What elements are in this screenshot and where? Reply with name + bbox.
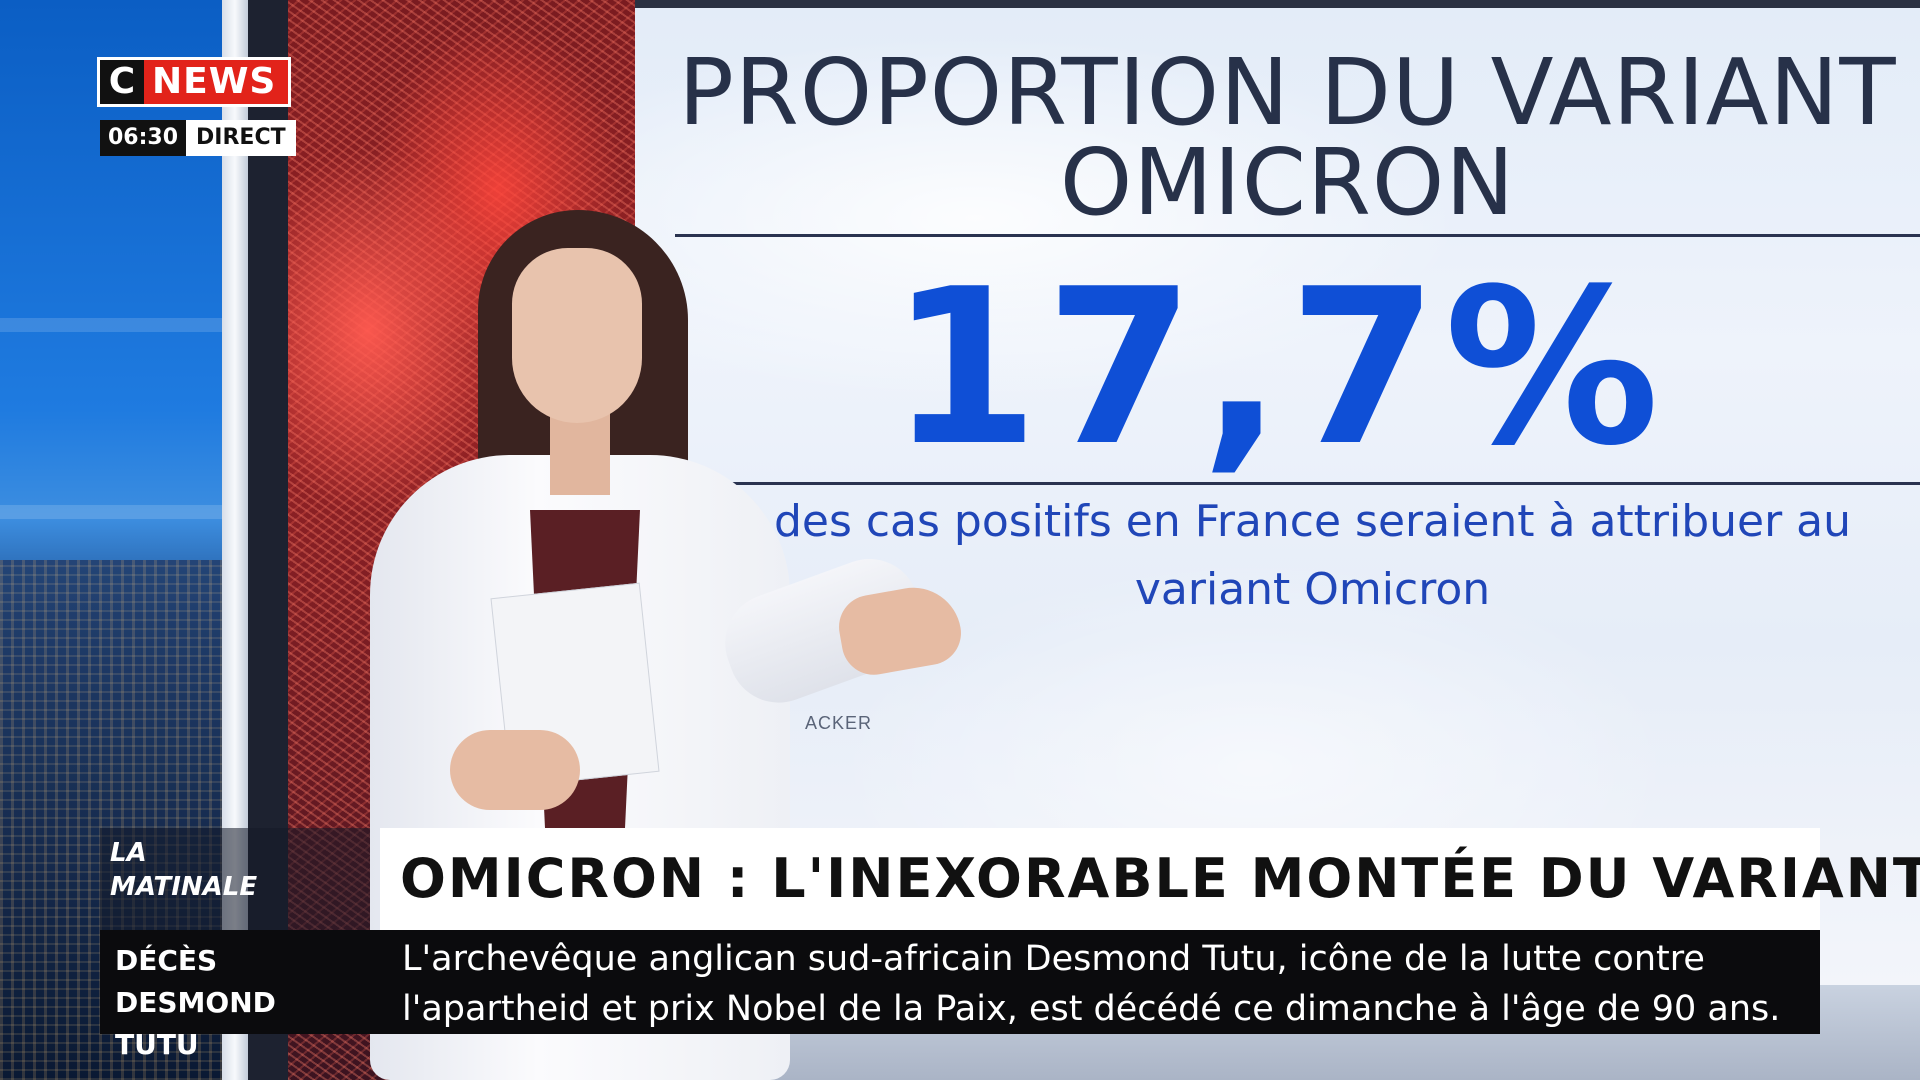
ticker-line1: L'archevêque anglican sud-africain Desmo…: [402, 939, 1705, 979]
ticker-label-line1: DÉCÈS DESMOND: [115, 944, 276, 1019]
infographic-screen: PROPORTION DU VARIANT OMICRON 17,7% des …: [635, 0, 1920, 985]
presenter: [330, 210, 990, 1080]
ticker-line2: l'apartheid et prix Nobel de la Paix, es…: [402, 989, 1781, 1029]
show-name-line2: MATINALE: [110, 872, 258, 902]
presenter-face: [512, 248, 642, 423]
infographic-divider: [675, 234, 1920, 237]
infographic-divider: [675, 482, 1920, 485]
ticker-label-line2: TUTU: [115, 1028, 199, 1061]
headline-bar: [380, 828, 1820, 930]
broadcast-clock: 06:30 DIRECT: [100, 120, 296, 156]
logo-c: C: [100, 60, 144, 104]
description-line2: variant Omicron: [1134, 564, 1491, 615]
logo-news: NEWS: [144, 60, 289, 104]
infographic-title: PROPORTION DU VARIANT OMICRON: [655, 39, 1920, 236]
clock-time: 06:30: [100, 120, 187, 156]
ticker-label: DÉCÈS DESMOND TUTU: [115, 940, 385, 1066]
show-name-line1: LA: [110, 838, 147, 868]
wall-strip: [0, 318, 222, 332]
presenter-hand: [450, 730, 580, 810]
channel-logo: C NEWS: [100, 60, 289, 104]
source-credit: ACKER: [805, 713, 873, 733]
show-name: LA MATINALE: [110, 836, 257, 904]
headline-text: OMICRON : L'INEXORABLE MONTÉE DU VARIANT: [400, 847, 1920, 910]
infographic-title-line2: OMICRON: [1059, 129, 1516, 236]
infographic-title-line1: PROPORTION DU VARIANT: [678, 39, 1897, 146]
description-line1: des cas positifs en France seraient à at…: [773, 496, 1852, 547]
wall-strip: [0, 505, 222, 519]
infographic-description: des cas positifs en France seraient à at…: [705, 488, 1920, 624]
ticker-text: L'archevêque anglican sud-africain Desmo…: [402, 934, 1812, 1034]
live-badge: DIRECT: [186, 120, 296, 156]
show-name-box: [100, 828, 370, 930]
omicron-percentage: 17,7%: [889, 242, 1666, 493]
news-ticker: [100, 930, 1820, 1034]
